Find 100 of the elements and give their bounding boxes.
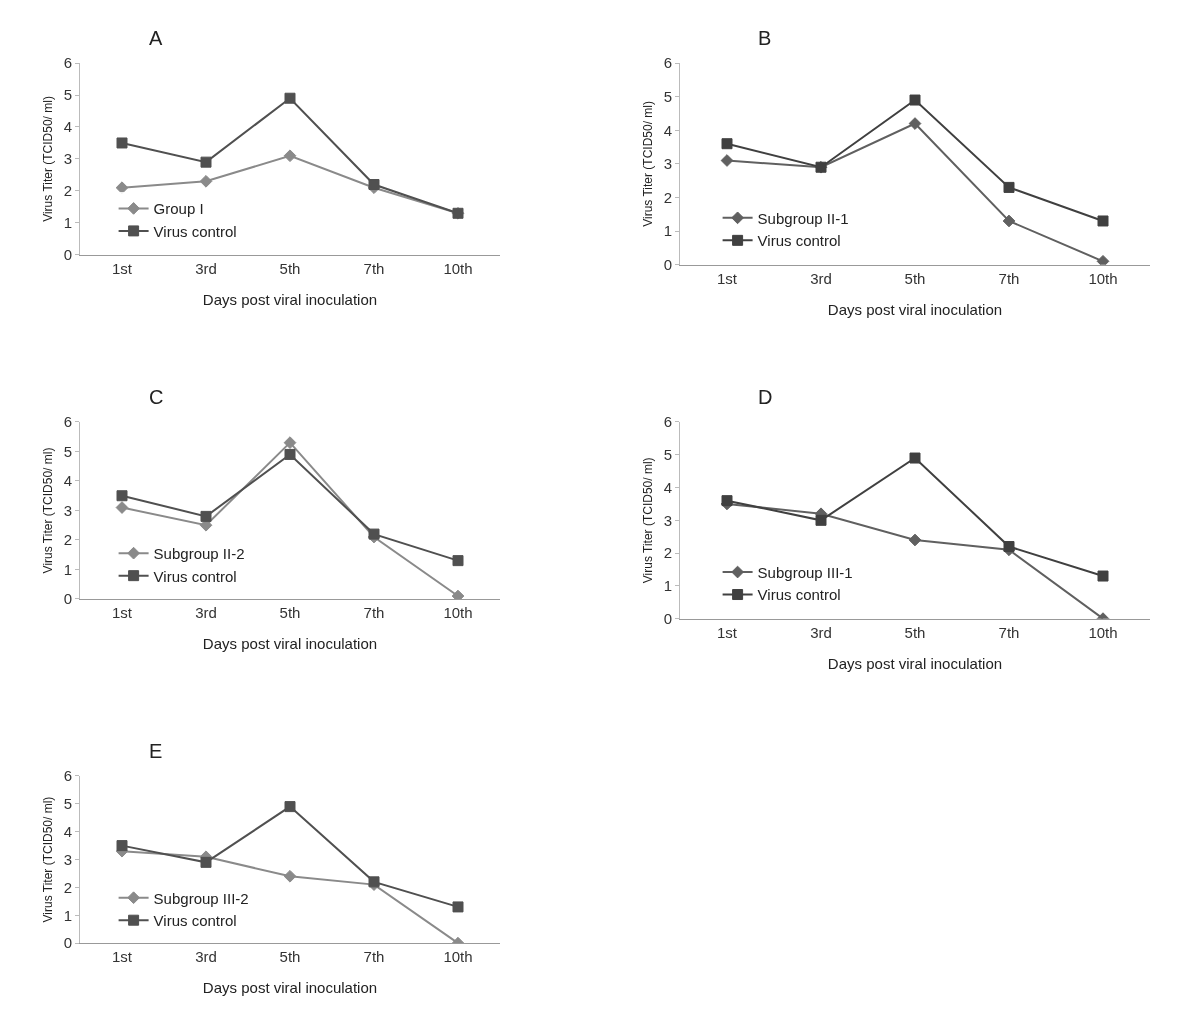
y-tick-label: 2 [663,188,672,206]
point [1003,541,1015,553]
point [1097,215,1109,227]
y-tick-label: 3 [63,850,72,868]
x-tick-label: 7th [998,269,1020,287]
x-tick-label: 5th [904,269,926,287]
y-tick-label: 0 [63,590,72,608]
x-tick-label: 3rd [810,269,832,287]
x-tick-label: 10th [443,948,473,966]
x-tick-label: 10th [1088,623,1118,641]
y-tick-label: 5 [63,442,72,460]
point [368,179,380,191]
y-axis-title: Virus Titer (TCID50/ ml) [40,447,55,574]
x-tick-label: 1st [111,948,133,966]
y-tick-label: 4 [663,121,672,139]
x-tick-label: 7th [363,948,385,966]
point [1096,254,1110,265]
y-tick-label: 5 [663,446,672,464]
x-axis-title: Days post viral inoculation [202,290,378,308]
legend-label: Virus control [153,567,237,585]
y-tick-label: 0 [663,255,672,273]
point [451,589,465,599]
point [1003,181,1015,193]
x-tick-label: 10th [443,603,473,621]
y-tick-label: 6 [63,413,72,431]
y-tick-label: 6 [663,54,672,72]
x-tick-label: 3rd [195,948,217,966]
y-tick-label: 6 [663,413,672,431]
point [909,452,921,464]
x-tick-label: 5th [279,948,301,966]
point [116,490,128,502]
x-tick-label: 5th [279,259,301,277]
point [200,856,212,868]
y-tick-label: 1 [63,560,72,578]
y-tick-label: 2 [63,531,72,549]
point [199,174,213,188]
y-tick-label: 4 [63,822,72,840]
point [115,501,129,514]
chart-title: A [149,27,163,49]
point [368,528,380,540]
x-tick-label: 7th [363,603,385,621]
point [1097,570,1109,582]
y-tick-label: 5 [63,86,72,104]
x-tick-label: 1st [716,269,738,287]
y-tick-label: 6 [63,54,72,72]
y-tick-label: 2 [663,544,672,562]
point [908,533,922,547]
chart-title: E [149,740,163,762]
y-tick-label: 4 [63,472,72,490]
x-tick-label: 5th [904,623,926,641]
x-axis-title: Days post viral inoculation [827,300,1003,318]
point [200,510,212,522]
y-tick-label: 1 [663,222,672,240]
point [283,436,297,449]
y-axis-title: Virus Titer (TCID50/ ml) [640,100,655,227]
y-axis-title: Virus Titer (TCID50/ ml) [40,96,55,222]
x-axis-title: Days post viral inoculation [202,979,378,997]
chart-title: B [758,27,772,49]
x-tick-label: 5th [279,603,301,621]
x-tick-label: 7th [363,259,385,277]
point [283,869,297,883]
x-axis-title: Days post viral inoculation [827,654,1003,672]
legend-label: Virus control [757,232,841,250]
legend-label: Virus control [757,586,841,604]
y-tick-label: 6 [63,767,72,785]
point [721,138,733,150]
point [200,156,212,168]
point [815,514,827,526]
legend-label: Virus control [153,912,237,930]
x-tick-label: 3rd [195,603,217,621]
x-tick-label: 3rd [810,623,832,641]
point [909,94,921,106]
legend-label: Subgroup III-2 [153,889,249,907]
legend-label: Virus control [153,222,237,240]
y-tick-label: 1 [63,906,72,924]
y-tick-label: 3 [663,155,672,173]
y-tick-label: 3 [63,150,72,168]
y-tick-label: 4 [63,118,72,136]
point [284,448,296,460]
x-tick-label: 1st [716,623,738,641]
y-tick-label: 0 [63,934,72,952]
chart-title: D [758,386,773,408]
point [1002,214,1016,228]
y-tick-label: 5 [663,87,672,105]
legend-label: Group I [153,200,204,218]
legend-label: Subgroup II-2 [153,545,245,562]
point [452,901,464,913]
point [908,117,922,130]
y-tick-label: 4 [663,478,672,496]
point [283,149,297,163]
point [720,154,734,167]
x-tick-label: 7th [998,623,1020,641]
y-axis-title: Virus Titer (TCID50/ ml) [640,457,655,584]
x-tick-label: 10th [1088,269,1118,287]
y-axis-title: Virus Titer (TCID50/ ml) [40,796,55,923]
y-tick-label: 1 [663,577,672,595]
point [116,840,128,852]
x-tick-label: 3rd [195,259,217,277]
point [721,495,733,507]
x-tick-label: 1st [111,259,133,277]
